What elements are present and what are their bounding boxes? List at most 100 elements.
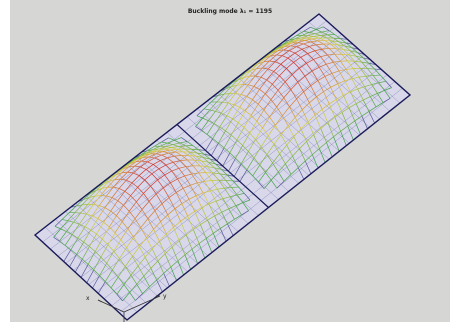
mode-mesh-line: [138, 154, 145, 158]
mode-mesh-line: [263, 179, 272, 189]
mode-mesh-line: [240, 84, 249, 95]
mode-mesh-line: [162, 149, 171, 152]
mode-mesh-line: [321, 103, 330, 110]
mode-mesh-line: [232, 79, 239, 83]
mode-mesh-line: [284, 74, 293, 83]
mode-mesh-line: [340, 61, 347, 70]
mode-mesh-line: [127, 228, 134, 238]
mode-mesh-line: [161, 152, 169, 156]
mode-mesh-line: [335, 48, 343, 55]
mode-mesh-line: [158, 168, 165, 176]
mode-mesh-line: [266, 144, 275, 155]
mode-mesh-line: [66, 231, 73, 235]
mode-mesh-line: [81, 204, 88, 206]
mode-mesh-line: [89, 246, 96, 252]
mode-mesh-line: [76, 254, 83, 260]
mode-mesh-line: [270, 50, 279, 57]
mode-mesh-line: [301, 46, 310, 50]
mode-mesh-line: [76, 199, 84, 207]
mode-mesh-line: [289, 46, 297, 51]
mode-mesh-line: [218, 142, 225, 149]
mode-mesh-line: [225, 118, 233, 131]
mode-mesh-line: [237, 193, 245, 196]
mode-mesh-line: [286, 42, 293, 45]
mode-mesh-line: [94, 251, 102, 258]
mode-mesh-line: [143, 268, 152, 277]
mode-mesh-line: [120, 171, 128, 180]
mode-mesh-line: [76, 204, 83, 207]
mode-mesh-line: [273, 144, 280, 155]
mode-mesh-line: [161, 141, 168, 144]
mode-mesh-line: [280, 43, 287, 47]
mode-mesh-line: [126, 237, 134, 248]
mode-mesh-line: [132, 246, 140, 257]
mode-mesh-line: [290, 45, 297, 48]
mode-mesh-line: [333, 136, 340, 152]
mode-mesh-line: [323, 91, 330, 105]
mode-mesh-line: [306, 59, 314, 64]
mode-mesh-line: [165, 146, 172, 148]
mode-mesh-line: [134, 209, 143, 219]
mode-mesh-line: [134, 165, 141, 168]
mode-mesh-line: [202, 192, 210, 205]
mode-mesh-line: [220, 102, 229, 114]
mode-mesh-line: [246, 86, 255, 97]
mode-mesh-line: [146, 229, 154, 238]
mode-mesh-line: [230, 122, 239, 136]
mode-mesh-line: [364, 86, 371, 97]
mode-mesh-line: [212, 172, 221, 175]
mode-mesh-line: [235, 157, 242, 165]
mode-mesh-line: [195, 195, 203, 208]
mode-mesh-line: [157, 179, 164, 189]
mode-mesh-line: [177, 148, 184, 153]
mode-mesh-line: [283, 45, 291, 51]
mode-mesh-line: [152, 148, 159, 150]
mode-mesh-line: [151, 150, 158, 153]
mode-mesh-line: [275, 115, 283, 126]
mode-mesh-line: [371, 84, 378, 94]
mode-mesh-line: [227, 223, 234, 236]
mode-mesh-line: [213, 112, 222, 124]
mode-mesh-line: [329, 99, 337, 105]
mode-mesh-line: [304, 160, 312, 174]
mode-mesh-line: [344, 80, 351, 93]
mode-mesh-line: [292, 68, 300, 75]
mode-mesh-line: [93, 256, 102, 271]
mode-mesh-line: [224, 187, 231, 197]
mode-mesh-line: [127, 171, 134, 174]
mode-mesh-line: [222, 152, 231, 167]
mode-mesh-line: [300, 57, 307, 64]
mode-mesh-line: [179, 142, 186, 147]
mode-mesh-line: [200, 165, 208, 167]
mode-mesh-line: [294, 52, 301, 58]
mode-mesh-line: [338, 69, 347, 72]
mode-mesh-line: [203, 101, 212, 110]
mode-mesh-line: [174, 137, 182, 141]
mode-mesh-line: [313, 128, 321, 136]
mode-mesh-line: [107, 244, 115, 252]
mode-mesh-line: [215, 200, 222, 213]
mode-mesh-line: [296, 91, 304, 100]
mode-mesh-line: [142, 286, 150, 294]
mode-mesh-line: [226, 104, 235, 116]
mode-mesh-line: [259, 79, 267, 90]
mode-mesh-line: [294, 37, 301, 40]
mode-mesh-line: [247, 75, 256, 86]
mode-mesh-line: [94, 238, 103, 252]
mode-mesh-line: [144, 248, 153, 258]
mode-mesh-line: [120, 239, 127, 248]
mode-mesh-line: [59, 231, 67, 242]
mode-mesh-line: [297, 40, 305, 43]
mode-mesh-line: [180, 215, 188, 222]
mode-mesh-line: [117, 200, 124, 206]
mode-mesh-line: [59, 240, 66, 246]
mode-mesh-line: [297, 160, 306, 168]
mode-mesh-line: [147, 218, 154, 230]
mode-mesh-line: [292, 155, 299, 168]
mode-mesh-line: [120, 228, 129, 240]
mode-mesh-line: [99, 205, 106, 209]
mode-mesh-line: [358, 77, 365, 87]
mode-mesh-line: [205, 138, 213, 151]
mode-mesh-line: [105, 269, 113, 282]
mode-mesh-line: [74, 259, 83, 273]
